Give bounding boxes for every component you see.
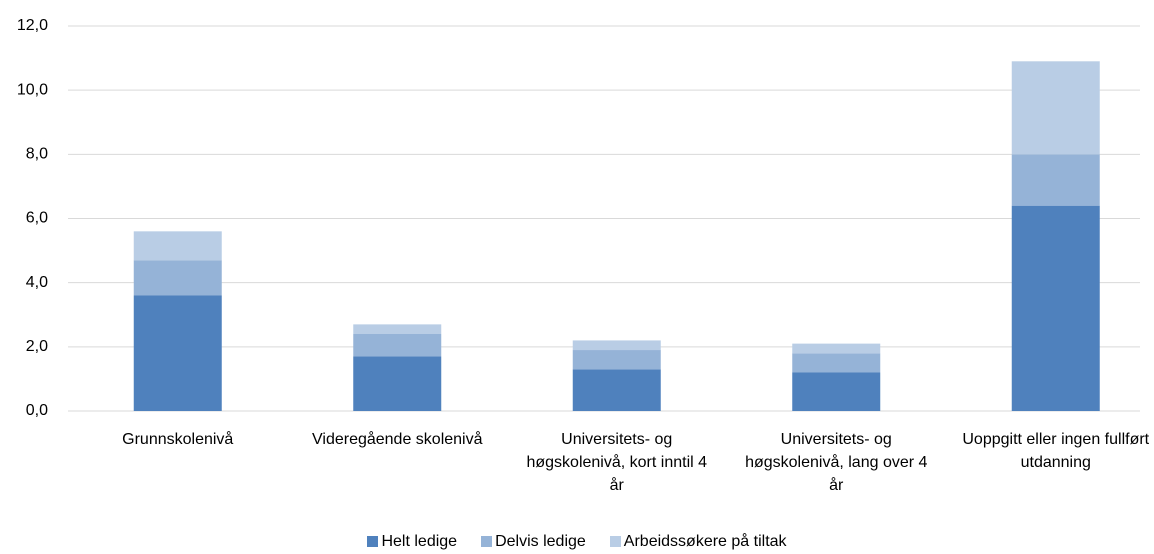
legend-item: Helt ledige <box>367 533 457 551</box>
legend-label: Delvis ledige <box>495 533 586 550</box>
bar-segment <box>133 231 222 261</box>
bar-segment <box>133 260 222 296</box>
bar-segment <box>792 353 881 373</box>
legend-swatch <box>367 536 379 547</box>
bar-segment <box>1011 154 1100 206</box>
y-tick-label: 12,0 <box>17 17 48 34</box>
bar-segment <box>572 350 661 370</box>
legend-item: Arbeidssøkere på tiltak <box>609 533 787 551</box>
x-tick-label: Grunnskolenivå <box>122 431 234 448</box>
legend-item: Delvis ledige <box>481 533 586 551</box>
legend-label: Helt ledige <box>381 533 458 550</box>
y-tick-label: 4,0 <box>26 274 48 291</box>
bar-segment <box>133 295 222 411</box>
y-tick-label: 10,0 <box>17 81 48 98</box>
legend-swatch <box>481 536 493 547</box>
legend: Helt ledige Delvis ledige Arbeidssøkere på… <box>0 533 1154 551</box>
bar-segment <box>572 369 661 411</box>
bar-segment <box>792 372 881 411</box>
y-tick-label: 2,0 <box>26 338 48 355</box>
bar-segment <box>1011 61 1100 155</box>
y-tick-label: 6,0 <box>26 210 48 227</box>
bar-segment <box>353 324 442 334</box>
bar-segment <box>1011 205 1100 411</box>
x-tick-label: Uoppgitt eller ingen fullført utdanning <box>962 431 1150 471</box>
x-tick-label: Universitets- og høgskolenivå, lang over… <box>745 431 928 494</box>
x-tick-label: Universitets- og høgskolenivå, kort innt… <box>526 431 708 494</box>
bar-segment <box>353 356 442 411</box>
y-tick-label: 8,0 <box>26 146 48 163</box>
bar-segment <box>792 343 881 354</box>
legend-swatch <box>609 536 621 547</box>
y-tick-label: 0,0 <box>26 402 48 419</box>
legend-label: Arbeidssøkere på tiltak <box>623 533 787 550</box>
bar-segment <box>572 340 661 351</box>
bar-segment <box>353 334 442 357</box>
x-tick-label: Videregående skolenivå <box>312 431 483 448</box>
